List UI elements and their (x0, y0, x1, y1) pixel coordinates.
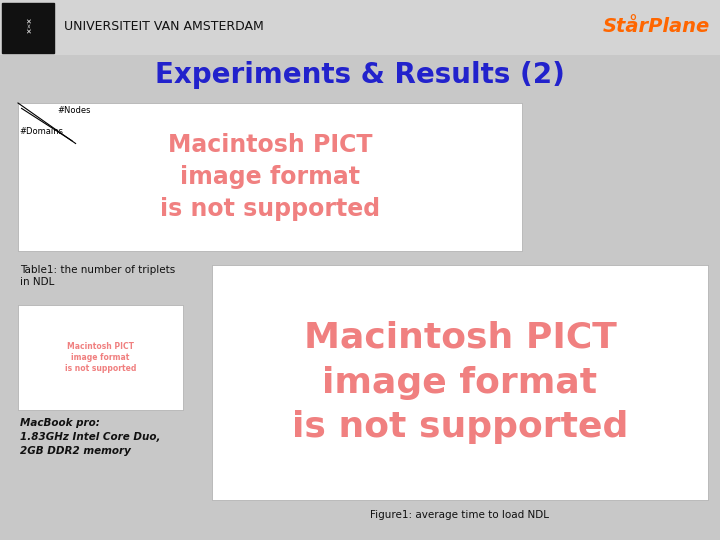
Text: Figure1: average time to load NDL: Figure1: average time to load NDL (371, 510, 549, 520)
FancyBboxPatch shape (212, 265, 708, 500)
Text: StårPlane: StårPlane (603, 17, 710, 37)
FancyBboxPatch shape (0, 0, 720, 55)
Text: UNIVERSITEIT VAN AMSTERDAM: UNIVERSITEIT VAN AMSTERDAM (64, 21, 264, 33)
FancyBboxPatch shape (2, 3, 54, 53)
Text: ✕
☓
✕: ✕ ☓ ✕ (25, 20, 31, 36)
FancyBboxPatch shape (18, 305, 183, 410)
Text: Macintosh PICT
image format
is not supported: Macintosh PICT image format is not suppo… (160, 133, 380, 221)
Text: MacBook pro:
1.83GHz Intel Core Duo,
2GB DDR2 memory: MacBook pro: 1.83GHz Intel Core Duo, 2GB… (20, 418, 161, 456)
FancyBboxPatch shape (18, 103, 522, 251)
Text: #Domains: #Domains (19, 127, 63, 136)
Text: Experiments & Results (2): Experiments & Results (2) (155, 61, 565, 89)
Text: Macintosh PICT
image format
is not supported: Macintosh PICT image format is not suppo… (292, 321, 628, 444)
Text: #Nodes: #Nodes (58, 106, 91, 114)
Text: Table1: the number of triplets
in NDL: Table1: the number of triplets in NDL (20, 265, 175, 287)
Text: Macintosh PICT
image format
is not supported: Macintosh PICT image format is not suppo… (65, 342, 136, 373)
